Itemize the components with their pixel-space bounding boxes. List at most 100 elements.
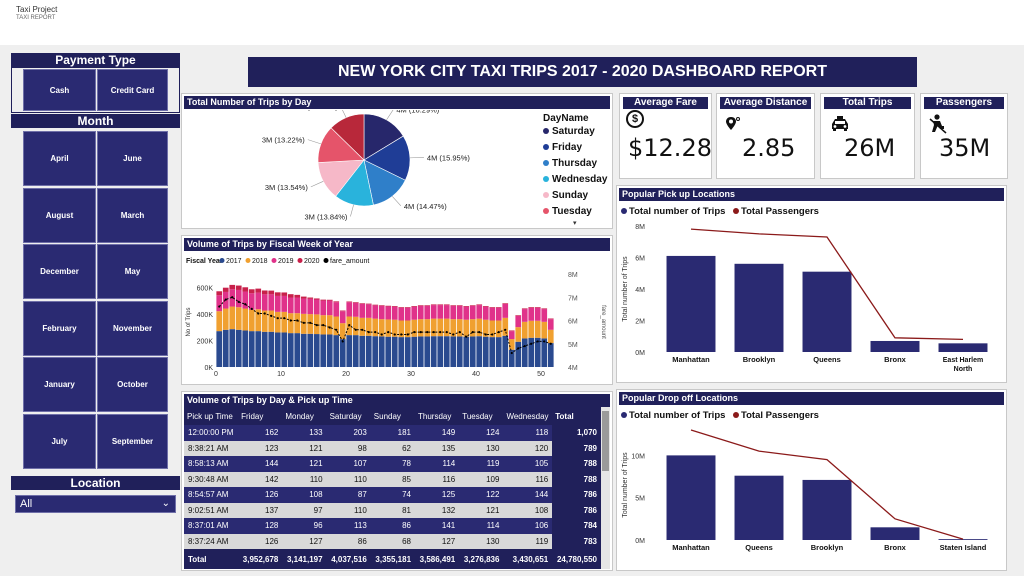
weekly-bar-2020[interactable] [365,303,372,305]
weekly-bar-2020[interactable] [515,315,522,316]
weekly-bar-2018[interactable] [216,311,223,332]
table-row[interactable]: 8:58:13 AM 144 121 107 78 114 119 105 788 [184,456,601,472]
month-button-march[interactable]: March [97,187,168,243]
weekly-bar-2020[interactable] [476,304,483,306]
weekly-bar-2020[interactable] [424,305,431,306]
pie-legend-item[interactable]: Sunday [552,190,589,201]
weekly-bar-2020[interactable] [404,307,411,308]
weekly-bar-2019[interactable] [443,305,450,319]
weekly-bar-2019[interactable] [391,306,398,320]
weekly-bar-2019[interactable] [482,306,489,320]
weekly-bar-2020[interactable] [450,305,457,306]
weekly-bar-2017[interactable] [333,335,340,367]
weekly-bar-2017[interactable] [443,336,450,367]
table-row[interactable]: 8:54:57 AM 126 108 87 74 125 122 144 786 [184,487,601,503]
weekly-bar-2020[interactable] [339,310,346,312]
weekly-bar-2018[interactable] [541,321,548,339]
weekly-bar-2017[interactable] [424,336,431,367]
weekly-bar-2019[interactable] [359,303,366,318]
weekly-bar-2018[interactable] [307,314,314,334]
weekly-bar-2019[interactable] [541,309,548,322]
weekly-bar-2020[interactable] [502,303,509,304]
weekly-bar-2019[interactable] [398,307,405,321]
weekly-bar-2018[interactable] [417,319,424,337]
weekly-bar-2017[interactable] [248,331,255,367]
weekly-bar-2020[interactable] [281,292,288,296]
weekly-bar-2017[interactable] [235,329,242,367]
weekly-bar-2020[interactable] [398,307,405,308]
weekly-bar-2019[interactable] [476,305,483,319]
weekly-bar-2019[interactable] [216,295,223,312]
weekly-bar-2020[interactable] [547,318,554,320]
weekly-bar-2018[interactable] [450,319,457,337]
pie-legend-item[interactable]: Friday [552,142,582,153]
weekly-bar-2019[interactable] [424,305,431,320]
weekly-bar-2017[interactable] [476,336,483,367]
payment-credit-card-button[interactable]: Credit Card [97,69,168,111]
table-column-header[interactable]: Thursday [415,407,460,425]
bar-brooklyn[interactable] [734,263,784,352]
weekly-bar-2018[interactable] [437,318,444,337]
weekly-bar-2020[interactable] [320,299,327,301]
weekly-bar-2018[interactable] [287,313,294,334]
weekly-legend-item[interactable]: 2020 [304,258,320,265]
weekly-bar-2020[interactable] [300,296,307,299]
weekly-bar-2019[interactable] [378,305,385,320]
weekly-bar-2018[interactable] [508,339,515,350]
month-button-may[interactable]: May [97,244,168,300]
weekly-bar-2019[interactable] [411,306,418,320]
weekly-bar-2020[interactable] [385,305,392,307]
weekly-legend-item[interactable]: 2019 [278,258,294,265]
table-column-header[interactable]: Wednesday [503,407,553,425]
table-scrollbar-thumb[interactable] [602,411,609,471]
weekly-bar-2018[interactable] [359,317,366,336]
weekly-legend-item[interactable]: fare_amount [330,258,369,265]
weekly-bar-2018[interactable] [235,307,242,330]
month-button-november[interactable]: November [97,300,168,356]
weekly-bar-2019[interactable] [339,311,346,324]
weekly-bar-2020[interactable] [378,305,385,306]
bar-bronx[interactable] [870,340,920,352]
weekly-bar-2018[interactable] [281,311,288,333]
weekly-bar-2017[interactable] [268,331,275,367]
bar-queens[interactable] [802,271,852,352]
weekly-bar-2019[interactable] [430,305,437,319]
weekly-bar-2019[interactable] [534,307,541,321]
weekly-bar-2017[interactable] [365,335,372,367]
weekly-bar-2017[interactable] [417,336,424,367]
payment-cash-button[interactable]: Cash [23,69,96,111]
weekly-bar-2020[interactable] [326,299,333,301]
weekly-bar-2018[interactable] [248,309,255,332]
weekly-bar-2020[interactable] [294,294,301,298]
bar-brooklyn[interactable] [802,479,852,540]
weekly-bar-2018[interactable] [534,320,541,338]
weekly-bar-2017[interactable] [339,339,346,367]
bar-east-harlem-north[interactable] [938,343,988,352]
weekly-bar-2017[interactable] [495,337,502,367]
weekly-bar-2020[interactable] [261,290,268,295]
weekly-bar-2018[interactable] [294,313,301,334]
weekly-bar-2017[interactable] [274,332,281,367]
month-button-august[interactable]: August [23,187,96,243]
weekly-bar-2018[interactable] [463,319,470,337]
month-button-october[interactable]: October [97,357,168,413]
weekly-bar-2019[interactable] [261,294,268,311]
weekly-bar-2017[interactable] [287,333,294,367]
weekly-bar-2017[interactable] [430,336,437,367]
weekly-bar-2017[interactable] [521,338,528,367]
bar-bronx[interactable] [870,527,920,540]
weekly-bar-2018[interactable] [515,327,522,342]
weekly-bar-2020[interactable] [235,285,242,290]
weekly-bar-2020[interactable] [411,306,418,307]
weekly-bar-2020[interactable] [534,307,541,308]
weekly-bar-2020[interactable] [242,287,249,292]
weekly-bar-2019[interactable] [547,319,554,330]
weekly-bar-2020[interactable] [333,301,340,303]
table-column-header[interactable]: Tuesday [459,407,504,425]
weekly-bar-2017[interactable] [242,330,249,367]
weekly-bar-2019[interactable] [385,306,392,320]
weekly-bar-2017[interactable] [508,349,515,367]
weekly-bar-2017[interactable] [469,336,476,367]
weekly-bar-2017[interactable] [281,332,288,367]
legend-scroll-down-icon[interactable]: ▾ [573,220,577,227]
